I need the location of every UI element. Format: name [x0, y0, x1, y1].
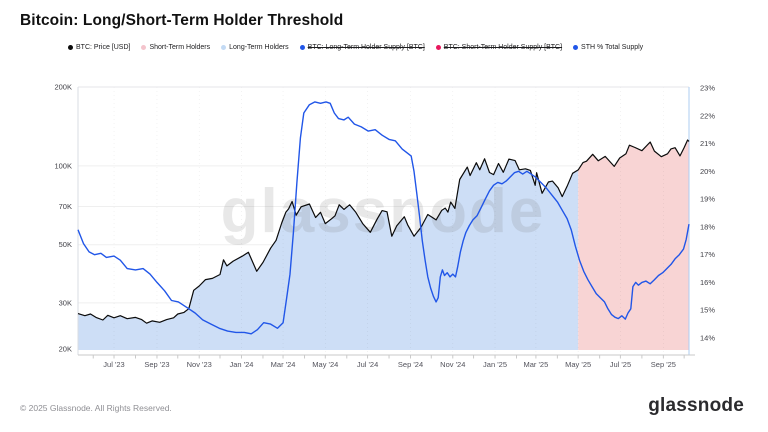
- glassnode-logo: glassnode: [648, 395, 744, 416]
- x-axis-label: Nov '24: [440, 360, 465, 369]
- x-axis-label: May '24: [312, 360, 338, 369]
- x-axis-label: Mar '25: [524, 360, 549, 369]
- y-axis-left-label: 70K: [59, 202, 72, 211]
- legend-dot: [141, 45, 147, 50]
- sth-percent-line: [77, 101, 690, 335]
- legend-dot: [435, 45, 441, 50]
- x-axis-label: Jul '23: [103, 360, 124, 369]
- legend-label: BTC: Short-Term Holder Supply [BTC]: [443, 44, 563, 51]
- legend-label: Short-Term Holders: [149, 44, 211, 51]
- legend-label: BTC: Long-Term Holder Supply [BTC]: [307, 44, 425, 51]
- x-axis-label: Jul '25: [610, 360, 631, 369]
- y-axis-right-label: 19%: [700, 195, 715, 204]
- y-axis-right-label: 22%: [700, 111, 715, 120]
- legend-item-5[interactable]: BTC: Short-Term Holder Supply [BTC]: [435, 44, 563, 51]
- y-axis-right-label: 14%: [700, 334, 715, 343]
- x-axis-label: Jan '24: [230, 360, 254, 369]
- x-axis-label: Jan '25: [483, 360, 507, 369]
- legend-item-4[interactable]: BTC: Long-Term Holder Supply [BTC]: [299, 44, 425, 51]
- x-axis-label: Mar '24: [271, 360, 296, 369]
- price-line: [77, 139, 690, 324]
- y-axis-right-label: 21%: [700, 139, 715, 148]
- y-axis-right-label: 18%: [700, 222, 715, 231]
- chart-title: Bitcoin: Long/Short-Term Holder Threshol…: [20, 12, 344, 29]
- legend-label: Long-Term Holders: [229, 44, 289, 51]
- x-axis-label: Sep '25: [651, 360, 676, 369]
- x-axis-label: Jul '24: [357, 360, 378, 369]
- chart-legend: BTC: Price [USD] Short-Term Holders Long-T…: [68, 44, 643, 51]
- legend-dot: [221, 45, 227, 50]
- y-axis-left-label: 200K: [54, 83, 72, 92]
- y-axis-right-label: 17%: [700, 250, 715, 259]
- y-axis-right-label: 15%: [700, 306, 715, 315]
- watermark: glassnode: [221, 177, 546, 246]
- y-axis-left-label: 20K: [59, 345, 72, 354]
- x-axis-label: Sep '23: [144, 360, 169, 369]
- y-axis-left-label: 100K: [54, 161, 72, 170]
- copyright-notice: © 2025 Glassnode. All Rights Reserved.: [20, 403, 172, 413]
- legend-label: BTC: Price [USD]: [76, 44, 131, 51]
- legend-dot: [573, 45, 579, 50]
- x-axis-label: May '25: [565, 360, 591, 369]
- legend-dot: [68, 45, 73, 50]
- legend-item-6[interactable]: STH % Total Supply: [573, 44, 643, 51]
- x-axis-label: Nov '23: [187, 360, 212, 369]
- regime-fill-sth: [578, 140, 689, 350]
- y-axis-right-label: 16%: [700, 278, 715, 287]
- legend-item-1[interactable]: BTC: Price [USD]: [68, 44, 130, 51]
- y-axis-left-label: 50K: [59, 240, 72, 249]
- x-axis-label: Sep '24: [398, 360, 423, 369]
- legend-item-2[interactable]: Short-Term Holders: [141, 44, 210, 51]
- legend-dot: [299, 45, 305, 50]
- y-axis-right-label: 23%: [700, 84, 715, 93]
- legend-label: STH % Total Supply: [581, 44, 644, 51]
- legend-item-3[interactable]: Long-Term Holders: [221, 44, 289, 51]
- y-axis-left-label: 30K: [59, 298, 72, 307]
- y-axis-right-label: 20%: [700, 167, 715, 176]
